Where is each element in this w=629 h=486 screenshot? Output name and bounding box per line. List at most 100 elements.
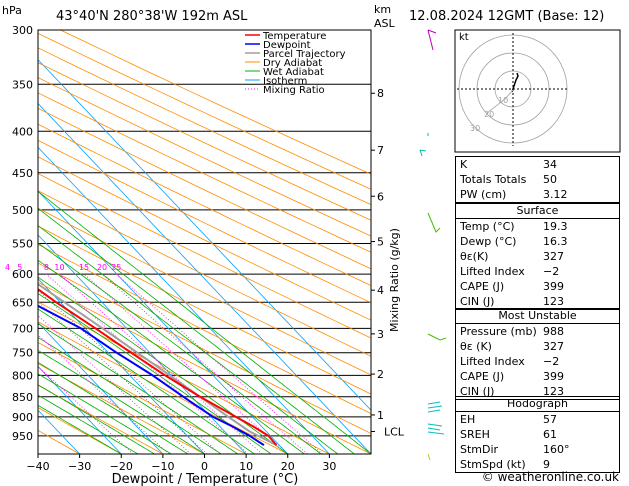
mu-pressure-value: 988 [543,325,564,338]
dry-adiabat [38,107,371,270]
dry-adiabat [38,281,371,454]
mixing-ratio-line-20 [101,273,308,454]
wind-barb-500 [427,212,441,233]
stmdir-label: StmDir [460,443,499,456]
pressure-tick-950: 950 [12,430,33,443]
legend-temperature: Temperature [262,31,326,42]
dry-adiabat [38,341,247,454]
isotherm-40 [38,102,371,454]
surface-theta-label: θε(K) [460,250,489,263]
hodograph-motion [485,89,514,115]
wet-adiabat [38,293,272,454]
isotherm-0 [38,278,205,454]
km-label: km [374,3,391,16]
mixing-ratio-label-25: 25 [111,263,121,272]
x-tick-0: 0 [201,460,208,473]
wet-adiabat [38,190,371,454]
surface-cin-row: CIN (J) 123 [456,294,619,309]
dry-adiabat [38,301,330,454]
dry-adiabat [38,363,205,454]
isotherm-50 [38,59,371,411]
stmspd-row: StmSpd (kt) 9 [456,457,619,472]
dry-adiabat [38,384,164,454]
legend-dry-adiabat: Dry Adiabat [263,58,322,69]
x-tick--40: −40 [26,460,49,473]
station-title: 43°40'N 280°38'W 192m ASL [56,9,248,24]
dry-adiabat [38,47,371,206]
lcl-label: LCL [384,425,405,438]
wind-barb-850 [427,401,443,413]
surface-li-value: −2 [543,265,560,278]
mixing-ratio-line-10 [59,273,263,454]
surface-cape-row: CAPE (J) 399 [456,279,619,294]
asl-label: ASL [374,17,396,30]
eh-value: 57 [543,413,557,426]
pressure-tick-300: 300 [12,24,33,37]
isotherm--10 [38,321,164,454]
eh-label: EH [460,413,476,426]
pressure-unit-label: hPa [2,4,22,17]
km-tick-3: 3 [377,328,384,341]
copyright: © weatheronline.co.uk [481,470,619,484]
surface-temp-label: Temp (°C) [460,220,515,233]
datetime-title: 12.08.2024 12GMT (Base: 12) [409,9,604,24]
dry-adiabat [38,139,371,304]
wind-barb-300 [427,29,437,51]
pw-label: PW (cm) [460,188,507,201]
surface-theta-value: 327 [543,250,564,263]
pressure-tick-800: 800 [12,369,33,382]
hodograph: kt 10 20 30 [454,29,621,153]
hodograph-ring-20: 20 [484,110,494,119]
x-tick-20: 20 [281,460,295,473]
mu-pressure-label: Pressure (mb) [460,325,537,338]
surface-dewp-row: Dewp (°C) 16.3 [456,234,619,249]
totals-value: 50 [543,173,557,186]
mu-li-row: Lifted Index −2 [456,354,619,369]
legend: Temperature Dewpoint Parcel Trajectory D… [245,31,346,96]
legend-wet-adiabat: Wet Adiabat [263,67,324,78]
surface-temp-row: Temp (°C) 19.3 [456,219,619,234]
pw-row: PW (cm) 3.12 [456,187,619,202]
mu-cin-row: CIN (J) 123 [456,384,619,399]
mixing-ratio-label-20: 20 [97,263,107,272]
wet-adiabat [38,225,338,454]
legend-dewpoint: Dewpoint [263,40,311,51]
pressure-tick-350: 350 [12,78,33,91]
wind-barb-900 [427,423,445,435]
km-tick-2: 2 [377,368,384,381]
legend-isotherm: Isotherm [263,76,307,87]
mixing-ratio-label-5: 5 [17,263,22,272]
surface-li-row: Lifted Index −2 [456,264,619,279]
mu-pressure-row: Pressure (mb) 988 [456,324,619,339]
dry-adiabat [38,243,371,415]
isotherm-20 [38,190,289,454]
x-tick-10: 10 [239,460,253,473]
stmdir-value: 160° [543,443,570,456]
hodograph-stats-title: Hodograph [456,397,619,412]
dry-adiabat [38,207,371,376]
wet-adiabat [38,276,289,454]
wet-adiabat [38,323,239,454]
pressure-tick-550: 550 [12,237,33,250]
k-index-value: 34 [543,158,557,171]
hodograph-stats-box: Hodograph EH 57 SREH 61 StmDir 160° StmSpd … [455,396,620,473]
wet-adiabat [38,394,139,454]
x-tick--10: −10 [151,460,174,473]
dry-adiabat [38,92,371,253]
mixing-ratio-line-15 [83,273,289,454]
mixing-ratio-line-2 [38,334,170,454]
wind-barb-450 [419,149,427,157]
pressure-tick-500: 500 [12,204,33,217]
pw-value: 3.12 [543,188,568,201]
hodograph-ring-30: 30 [470,124,480,133]
indices-box: K 34 Totals Totals 50 PW (cm) 3.12 [455,156,620,203]
hodograph-trace [511,72,519,93]
surface-cin-value: 123 [543,295,564,308]
mixing-ratio-label-4: 4 [5,263,10,272]
surface-cape-label: CAPE (J) [460,280,505,293]
sreh-label: SREH [460,428,490,441]
parcel-trajectory-line [38,282,277,446]
dry-adiabat [38,32,371,190]
stmspd-value: 9 [543,458,550,471]
